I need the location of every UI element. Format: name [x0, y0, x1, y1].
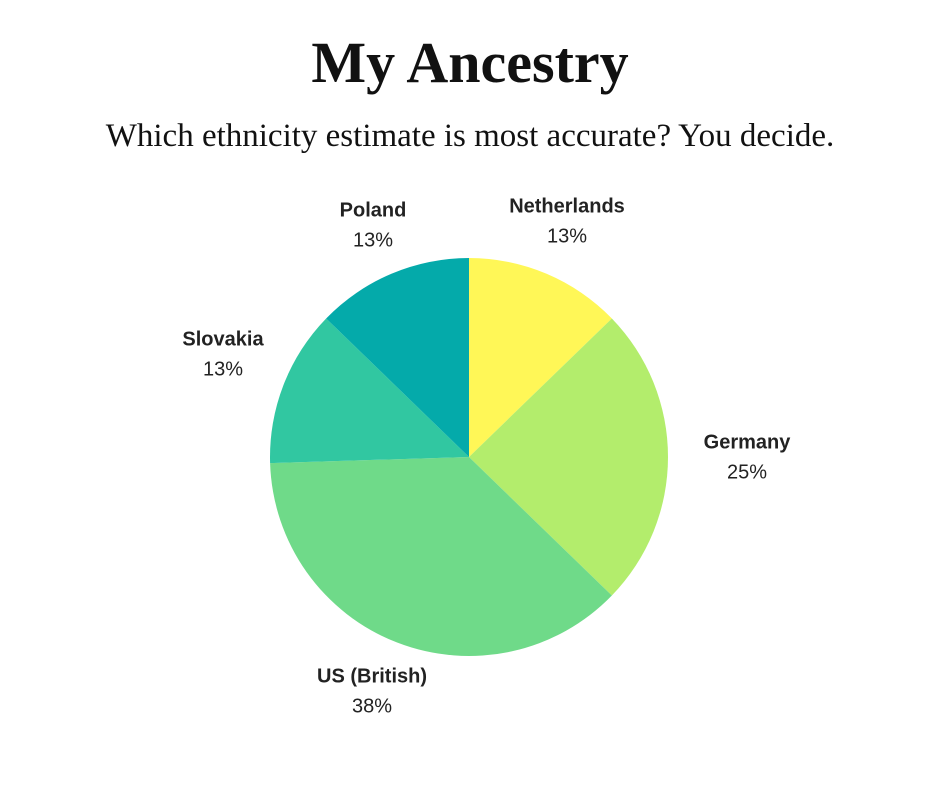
- pie-slice: [469, 258, 612, 457]
- slice-value-label: 13%: [547, 225, 587, 247]
- slice-value-label: 13%: [353, 229, 393, 251]
- chart-title: My Ancestry: [311, 30, 628, 95]
- slice-value-label: 38%: [352, 695, 392, 717]
- slice-label: Poland: [340, 199, 407, 221]
- slice-value-label: 25%: [727, 461, 767, 483]
- pie-slice: [326, 258, 469, 457]
- slice-value-label: 13%: [203, 358, 243, 380]
- pie-slice: [270, 457, 612, 656]
- pie-slice: [270, 318, 469, 464]
- slice-label: Germany: [704, 431, 792, 453]
- slice-label: Netherlands: [509, 195, 625, 217]
- slice-label: Slovakia: [182, 328, 264, 350]
- slice-label: US (British): [317, 665, 427, 687]
- pie-slice: [469, 318, 668, 596]
- chart-subtitle: Which ethnicity estimate is most accurat…: [106, 118, 835, 154]
